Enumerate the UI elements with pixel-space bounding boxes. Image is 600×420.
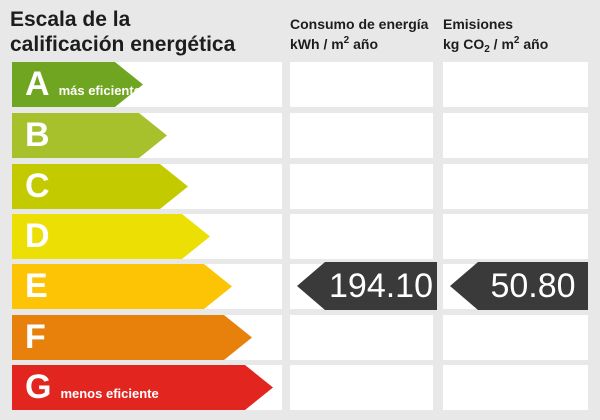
rating-letter: A bbox=[25, 65, 50, 103]
scale-row-b: B bbox=[0, 113, 600, 158]
consumo-cell bbox=[290, 62, 433, 107]
emisiones-cell bbox=[443, 113, 588, 158]
rating-letter: C bbox=[25, 167, 50, 205]
emisiones-column-header: Emisiones kg CO2 / m2 año bbox=[443, 14, 548, 57]
emisiones-cell bbox=[443, 365, 588, 410]
rating-arrow-d: D bbox=[12, 214, 210, 259]
rating-arrow-f: F bbox=[12, 315, 252, 360]
emisiones-cell bbox=[443, 315, 588, 360]
rating-letter: F bbox=[25, 318, 46, 356]
consumo-cell bbox=[290, 113, 433, 158]
scale-cell: E bbox=[12, 264, 282, 309]
scale-cell: D bbox=[12, 214, 282, 259]
consumo-value: 194.10 bbox=[329, 266, 433, 305]
consumo-cell bbox=[290, 164, 433, 209]
emisiones-value-marker: 50.80 bbox=[450, 262, 588, 310]
rating-letter: B bbox=[25, 116, 50, 154]
rating-arrow-b: B bbox=[12, 113, 167, 158]
page-title-line2: calificación energética bbox=[10, 33, 236, 56]
consumo-column-header: Consumo de energía kWh / m2 año bbox=[290, 14, 428, 57]
rating-note-most-efficient: más eficiente bbox=[58, 83, 141, 98]
scale-cell: F bbox=[12, 315, 282, 360]
rating-letter: G bbox=[25, 368, 52, 406]
scale-row-f: F bbox=[0, 315, 600, 360]
emisiones-column-unit: kg CO2 / m2 año bbox=[443, 35, 549, 55]
page-title-line1: Escala de la bbox=[10, 8, 131, 31]
scale-row-d: D bbox=[0, 214, 600, 259]
rating-letter: D bbox=[25, 217, 50, 255]
consumo-cell bbox=[290, 365, 433, 410]
superscript-2: 2 bbox=[343, 35, 350, 46]
page-title: Escala de la calificación energética bbox=[10, 7, 235, 57]
emisiones-cell bbox=[443, 214, 588, 259]
rating-note-least-efficient: menos eficiente bbox=[60, 386, 159, 401]
rating-arrow-e: E bbox=[12, 264, 232, 309]
superscript-2: 2 bbox=[513, 35, 520, 46]
consumo-value-marker: 194.10 bbox=[297, 262, 437, 310]
scale-cell: C bbox=[12, 164, 282, 209]
emisiones-column-title: Emisiones bbox=[443, 16, 514, 32]
consumo-column-unit: kWh / m2 año bbox=[290, 35, 379, 52]
consumo-cell bbox=[290, 315, 433, 360]
scale-cell: B bbox=[12, 113, 282, 158]
subscript-2: 2 bbox=[484, 44, 490, 55]
rating-arrow-c: C bbox=[12, 164, 188, 209]
scale-row-c: C bbox=[0, 164, 600, 209]
consumo-column-title: Consumo de energía bbox=[290, 16, 429, 32]
emisiones-cell bbox=[443, 62, 588, 107]
emisiones-value: 50.80 bbox=[490, 266, 576, 305]
emisiones-cell bbox=[443, 164, 588, 209]
consumo-cell bbox=[290, 214, 433, 259]
rating-letter: E bbox=[25, 267, 48, 305]
